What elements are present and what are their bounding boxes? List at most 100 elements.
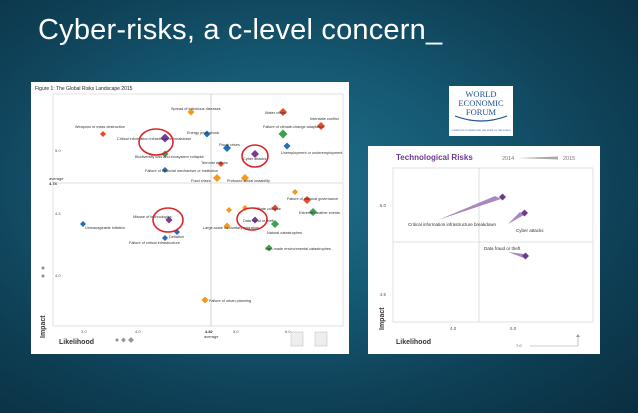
risk-label-infectious-diseases: Spread of infectious diseases xyxy=(171,107,221,111)
year-start: 2014 xyxy=(502,156,514,162)
trend-legend xyxy=(41,266,328,347)
risk-marker xyxy=(80,221,86,227)
risk-marker xyxy=(162,235,168,241)
risk-label-water-crises: Water crises xyxy=(265,111,286,115)
tech-x-tick: 5.0 xyxy=(510,326,517,331)
tech-y-tick: 5.0 xyxy=(380,203,387,208)
risk-marker xyxy=(278,129,288,139)
tech-corner-value: 7.0 xyxy=(516,343,522,348)
tech-plot-area xyxy=(392,167,594,323)
risk-marker xyxy=(165,216,173,224)
risk-label-critical-infrastructure-failure: Failure of critical infrastructure xyxy=(129,241,180,245)
tech-y-axis-label: Impact xyxy=(379,307,386,330)
year-arrow xyxy=(518,156,558,160)
risk-label-biodiversity-loss: Biodiversity loss and ecosystem collapse xyxy=(135,155,204,159)
logo-line-economic: ECONOMIC xyxy=(458,98,504,108)
tech-size-legend xyxy=(530,334,580,347)
highlight-circle-infrastructure xyxy=(138,128,174,156)
year-end: 2015 xyxy=(563,156,575,162)
y-tick-label: 4.5 xyxy=(55,211,61,216)
tech-x-axis-label: Likelihood xyxy=(396,339,431,346)
y-tick-label: 5.0 xyxy=(55,148,61,153)
risk-marker xyxy=(213,174,221,182)
risk-marker xyxy=(271,220,279,228)
risk-marker xyxy=(309,208,317,216)
risk-marker xyxy=(317,122,325,130)
highlight-circle-data-fraud xyxy=(236,207,268,231)
risk-label-misuse-of-technologies: Misuse of technologies xyxy=(133,215,172,219)
risk-label-interstate-conflict: Interstate conflict xyxy=(310,117,340,121)
risk-marker xyxy=(251,150,259,158)
risk-label-social-instability: Profound social instability xyxy=(227,179,270,183)
tech-label-infrastructure: Critical information infrastructure brea… xyxy=(408,222,497,227)
risk-label-extreme-weather: Extreme weather events xyxy=(299,211,340,215)
risk-marker xyxy=(251,216,259,224)
risk-marker xyxy=(162,167,168,173)
risk-label-involuntary-migration: Large-scale involuntary migration xyxy=(203,226,259,230)
risk-label-national-governance: Failure of national governance xyxy=(287,197,338,201)
risk-label-financial-mechanism: Failure of financial mechanism or instit… xyxy=(145,169,218,173)
logo-line-world: WORLD xyxy=(465,89,496,99)
risk-marker xyxy=(223,144,231,152)
trend-data-fraud xyxy=(508,252,524,258)
risk-label-data-fraud: Data fraud or theft xyxy=(243,219,275,223)
risk-marker xyxy=(271,204,279,212)
risk-marker xyxy=(283,142,291,150)
tech-chart-title: Technological Risks xyxy=(396,153,473,162)
x-axis-label: Likelihood xyxy=(59,339,94,346)
x-tick-label: 3.0 xyxy=(81,329,87,334)
point-cyber-attacks xyxy=(521,209,528,217)
risk-label-climate-change-adaptation: Failure of climate-change adaptation xyxy=(263,125,324,129)
highlight-circles xyxy=(138,128,269,233)
tech-label-data-fraud: Data fraud or theft xyxy=(484,246,521,251)
x-tick-label: 4.0 xyxy=(135,329,141,334)
logo-line-forum: FORUM xyxy=(466,107,497,117)
world-economic-forum-logo: WORLD ECONOMIC FORUM COMMITTED TO IMPROV… xyxy=(449,86,513,136)
risk-marker xyxy=(160,133,170,143)
point-infrastructure xyxy=(499,193,506,201)
risk-marker xyxy=(226,207,232,213)
risk-marker xyxy=(279,108,287,116)
risk-marker xyxy=(223,222,231,230)
y-axis-label: Impact xyxy=(40,315,47,338)
y-average-label: average xyxy=(49,176,64,181)
risk-marker xyxy=(203,130,211,138)
risk-marker xyxy=(100,131,106,137)
risk-label-deflation: Deflation xyxy=(169,235,184,239)
y-tick-label: 4.0 xyxy=(55,273,61,278)
risk-label-unemployment: Unemployment or underemployment xyxy=(281,151,343,155)
size-legend xyxy=(115,337,134,343)
logo-tagline: COMMITTED TO IMPROVING THE STATE OF THE … xyxy=(451,129,511,132)
y-average-value: 4.74 xyxy=(49,181,58,186)
risk-marker xyxy=(218,161,224,167)
risk-label-fiscal-crises: Fiscal crises xyxy=(219,143,240,147)
risk-label-urban-planning: Failure of urban planning xyxy=(209,299,251,303)
risk-marker xyxy=(292,189,298,195)
risk-markers xyxy=(80,108,325,304)
risk-label-cyber-attacks: Cyber attacks xyxy=(243,157,266,161)
trend-cyber-attacks xyxy=(508,212,524,224)
highlight-circle-cyber-attacks xyxy=(241,144,269,168)
risk-label-natural-catastrophes: Natural catastrophes xyxy=(267,231,302,235)
trend-infrastructure xyxy=(438,196,501,220)
risk-label-environmental-catastrophes: Man-made environmental catastrophes xyxy=(265,247,331,251)
risk-label-energy-price-shock: Energy price shock xyxy=(187,131,219,135)
risk-label-critical-information-infrastructure: Critical information infrastructure brea… xyxy=(117,137,191,141)
x-tick-label: 6.0 xyxy=(285,329,291,334)
global-risks-landscape-chart: Figure 1: The Global Risks Landscape 201… xyxy=(31,82,349,354)
x-tick-label: 5.0 xyxy=(233,329,239,334)
risk-marker xyxy=(187,108,195,116)
logo-arc xyxy=(454,115,508,122)
risk-label-food-crises: Food crises xyxy=(191,179,211,183)
risk-marker xyxy=(201,296,209,304)
figure-title: Figure 1: The Global Risks Landscape 201… xyxy=(35,86,133,92)
risk-label-state-collapse: State collapse xyxy=(257,207,281,211)
risk-marker xyxy=(303,196,311,204)
tech-y-tick: 4.5 xyxy=(380,292,387,297)
technological-risks-chart: Technological Risks 2014 2015 5.0 4.5 4.… xyxy=(368,146,600,354)
tech-x-tick: 4.0 xyxy=(450,326,457,331)
risk-label-unmanageable-inflation: Unmanageable inflation xyxy=(85,226,125,230)
risk-label-terrorist-attacks: Terrorist attacks xyxy=(201,161,228,165)
risk-label-weapons-of-mass-destruction: Weapons of mass destruction xyxy=(75,125,125,129)
highlight-circle-misuse-of-technologies xyxy=(152,207,184,233)
